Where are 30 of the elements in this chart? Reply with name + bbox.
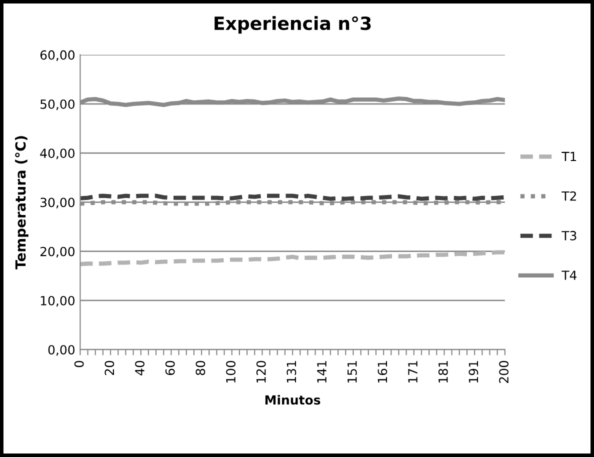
x-tick-label: 60	[165, 360, 175, 376]
y-tick-label: 60,00	[40, 50, 74, 62]
x-tick-label: 200	[499, 360, 509, 383]
x-tick-label: 151	[348, 361, 357, 383]
y-tick-label: 30,00	[40, 198, 74, 208]
y-tick-label: 20,00	[40, 246, 74, 258]
x-tick-label: 100	[226, 360, 236, 383]
x-tick-label: 20	[104, 360, 114, 376]
y-axis-title: Temperatura (°C)	[15, 136, 28, 270]
x-tick-label: 131	[286, 361, 296, 383]
x-tick-label: 181	[438, 361, 448, 383]
x-tick-label: 171	[408, 361, 418, 383]
chart-title: Experiencia n°3	[214, 16, 371, 34]
x-tick-label: 191	[468, 361, 478, 383]
y-tick-label: 10,00	[40, 296, 74, 307]
y-tick-label: 0,00	[48, 345, 74, 356]
legend-label: T1	[562, 152, 576, 162]
x-tick-label: 120	[256, 360, 266, 383]
x-tick-label: 161	[378, 361, 388, 383]
legend-label: T4	[562, 270, 577, 280]
x-tick-label: 141	[317, 361, 326, 383]
x-tick-label: 0	[74, 360, 84, 368]
line-series	[80, 250, 505, 266]
legend-label: T2	[562, 191, 576, 201]
y-tick-label: 40,00	[40, 148, 74, 160]
x-tick-label: 80	[196, 360, 206, 376]
y-tick-label: 50,00	[40, 99, 74, 110]
x-tick-label: 40	[135, 360, 144, 376]
x-axis-title: Minutos	[265, 394, 320, 405]
legend-label: T3	[562, 230, 576, 240]
